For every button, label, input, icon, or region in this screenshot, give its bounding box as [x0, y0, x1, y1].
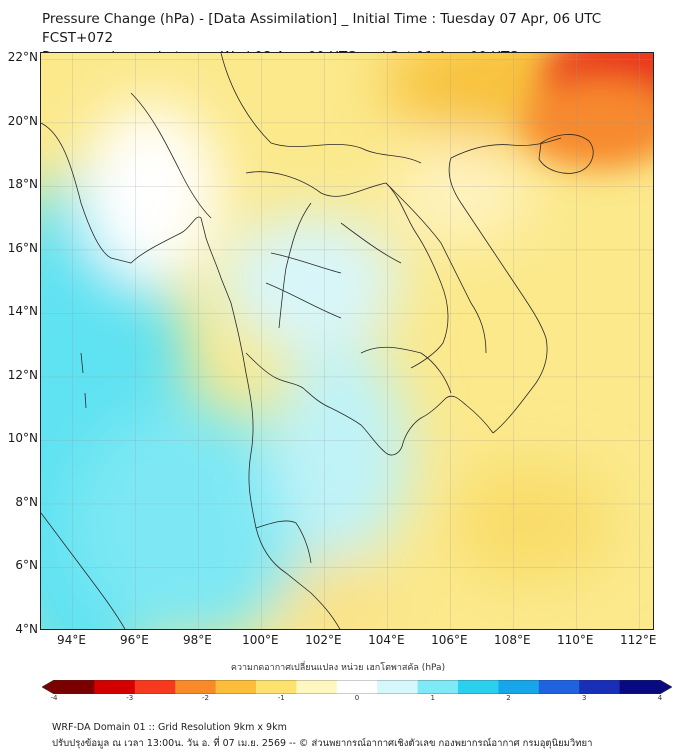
colorbar-cell: [619, 680, 661, 694]
lat-label: 22°N: [7, 50, 38, 65]
colorbar-tick-label: 3: [582, 694, 587, 702]
pressure-field-shading: [41, 53, 653, 629]
lat-label: 16°N: [7, 240, 38, 255]
china-border: [220, 53, 422, 164]
laos-vietnam-border: [385, 182, 487, 354]
gulf-thailand-coast: [245, 352, 494, 456]
colorbar-cell: [134, 680, 176, 694]
colorbar-cell: [538, 680, 580, 694]
colorbar-cell: [215, 680, 257, 694]
andaman-islands: [80, 352, 87, 409]
myanmar-borders: [130, 92, 212, 219]
colorbar-cell: [336, 680, 378, 694]
map-canvas: [41, 53, 653, 629]
light-cyan-field-central: [221, 213, 401, 353]
footer-credit: ปรับปรุงข้อมูล ณ เวลา 13:00น. วัน อ. ที่…: [52, 738, 593, 749]
lat-label: 12°N: [7, 367, 38, 382]
colorbar-tick-label: 4: [657, 694, 663, 702]
lat-label: 18°N: [7, 177, 38, 192]
colorbar-cell: [256, 680, 297, 694]
lon-label: 102°E: [305, 633, 342, 647]
colorbar-min-arrow: [42, 680, 54, 694]
neutral-field-north: [391, 143, 531, 243]
vietnam-east-coast: [448, 157, 548, 434]
lat-label: 8°N: [15, 494, 38, 509]
colorbar-cells: [42, 680, 672, 694]
north-coast: [450, 137, 562, 159]
colorbar-max-arrow: [660, 680, 672, 694]
light-cyan-field-gulf: [271, 343, 411, 563]
thai-borders: [245, 171, 449, 369]
lon-label: 108°E: [494, 633, 531, 647]
colorbar-tick-label: 1: [430, 694, 435, 702]
colorbar-cell: [94, 680, 136, 694]
lon-label: 106°E: [431, 633, 468, 647]
colorbar-cell: [296, 680, 338, 694]
lat-label: 4°N: [15, 622, 38, 636]
colorbar-tick-label: 2: [506, 694, 511, 702]
colorbar-tick-label: -4: [50, 694, 58, 702]
lat-label: 10°N: [7, 431, 38, 446]
coastlines-and-borders: [41, 53, 594, 629]
neutral-field-northwest: [81, 103, 221, 283]
indochina-coastline: [41, 122, 341, 629]
lon-label: 94°E: [57, 633, 86, 647]
colorbar-title: ความกดอากาศเปลี่ยนแปลง หน่วย เฮกโตพาสคัล…: [230, 663, 446, 673]
lon-label: 98°E: [182, 633, 212, 647]
colorbar-cell: [458, 680, 499, 694]
lat-label: 20°N: [7, 113, 38, 128]
colorbar-tick-label: -1: [277, 694, 285, 702]
colorbar-cell: [54, 680, 95, 694]
lon-label: 96°E: [120, 633, 149, 647]
colorbar-cell: [579, 680, 621, 694]
colorbar-cell: [417, 680, 459, 694]
colorbar-tick-label: 0: [354, 694, 360, 702]
colorbar-tick-label: -3: [126, 694, 134, 702]
hainan-island: [538, 134, 594, 174]
colorbar: [42, 680, 672, 694]
malay-peninsula: [255, 520, 312, 564]
lon-label: 110°E: [557, 633, 594, 647]
lat-label: 14°N: [7, 304, 38, 319]
colorbar-cell: [377, 680, 419, 694]
colorbar-cell: [498, 680, 540, 694]
lon-label: 100°E: [242, 633, 279, 647]
graticule: [41, 53, 653, 629]
yellow-field-southeast: [451, 463, 611, 583]
yellow-field-south: [281, 553, 401, 629]
colorbar-tick-label: -2: [202, 694, 209, 702]
map-frame: [40, 52, 654, 630]
lon-label: 112°E: [620, 633, 657, 647]
cambodia-borders: [360, 346, 452, 394]
cyan-field-south: [71, 403, 311, 629]
footer-domain-info: WRF-DA Domain 01 :: Grid Resolution 9km …: [52, 722, 287, 733]
colorbar-cell: [175, 680, 217, 694]
lon-label: 104°E: [368, 633, 405, 647]
sumatra-coast: [41, 512, 126, 629]
lat-label: 6°N: [15, 558, 38, 573]
map-title: Pressure Change (hPa) - [Data Assimilati…: [42, 11, 602, 46]
